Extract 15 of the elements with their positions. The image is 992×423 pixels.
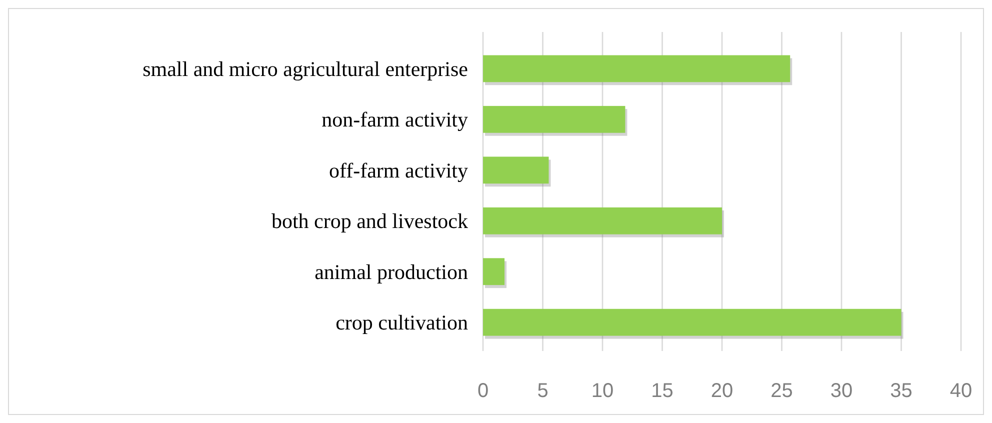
x-tick-label: 20 <box>710 380 734 402</box>
y-tick-label: small and micro agricultural enterprise <box>142 57 468 82</box>
x-tick-label: 5 <box>537 380 548 402</box>
x-tick-label: 40 <box>950 380 972 402</box>
x-tick-label: 15 <box>651 380 674 402</box>
x-tick-label: 10 <box>591 380 614 402</box>
x-tick-label: 0 <box>477 380 489 402</box>
x-tick-label: 25 <box>770 380 793 402</box>
y-tick-label: crop cultivation <box>336 310 468 335</box>
y-tick-label: animal production <box>314 260 468 284</box>
y-tick-label: non-farm activity <box>322 108 468 132</box>
y-tick-label: off-farm activity <box>329 158 468 182</box>
x-tick-label: 35 <box>890 380 912 402</box>
y-tick-label: both crop and livestock <box>271 209 468 234</box>
x-tick-label: 30 <box>830 380 853 402</box>
